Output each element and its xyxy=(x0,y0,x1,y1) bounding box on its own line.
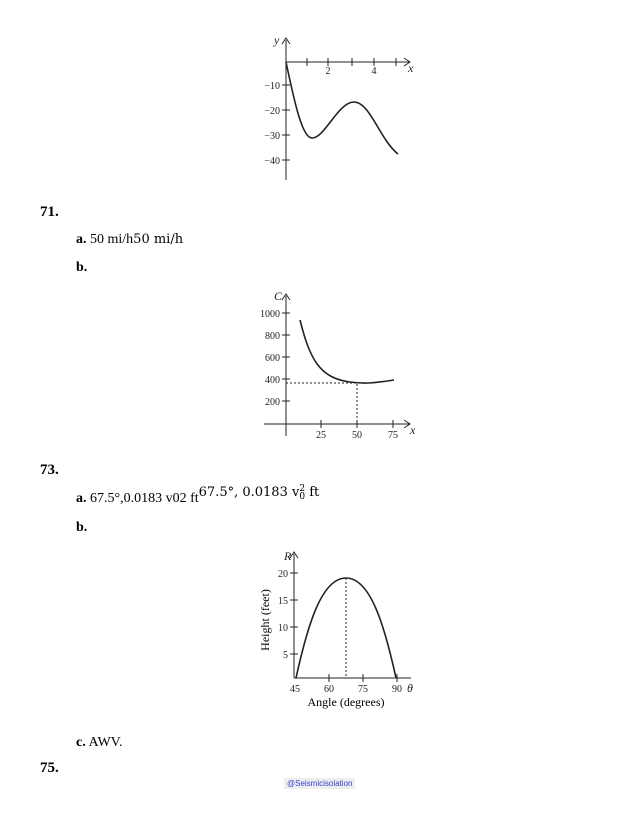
g2-x-var: x xyxy=(409,423,416,437)
g2-y-tick: 1000 xyxy=(260,309,280,320)
answer-text: 67.5°,0.0183 v02 ft xyxy=(90,491,199,507)
g1-y-var: y xyxy=(273,33,280,47)
g3-y-tick: 10 xyxy=(278,623,288,634)
answer-text: AWV. xyxy=(88,735,123,750)
problem-73-part-c: c. AWV. xyxy=(76,735,122,751)
part-letter: a. xyxy=(76,491,87,507)
g3-y-tick: 5 xyxy=(283,650,288,661)
g3-x-var: θ xyxy=(407,681,413,695)
part-letter: b. xyxy=(76,520,88,535)
g2-x-tick: 25 xyxy=(316,430,326,441)
graph-2: C x 1000 800 600 400 200 25 50 75 xyxy=(260,289,416,441)
g1-x-tick: 4 xyxy=(372,66,377,77)
g2-curve xyxy=(299,319,395,384)
g1-y-tick: −40 xyxy=(264,156,280,167)
problem-number-75: 75. xyxy=(40,760,59,776)
g2-y-tick: 200 xyxy=(265,397,280,408)
answer-math: 50 mi/h xyxy=(133,232,184,247)
problem-number-71: 71. xyxy=(40,204,59,220)
graph-1: y x 2 4 −10 −20 −30 −40 xyxy=(264,33,414,180)
g3-x-tick: 45 xyxy=(290,684,300,695)
g3-x-tick: 90 xyxy=(392,684,402,695)
g2-minimum-guides xyxy=(286,382,358,424)
g3-y-tick: 20 xyxy=(278,569,288,580)
problem-71-part-a: a. 50 mi/h50 mi/h xyxy=(76,232,183,248)
answer-text: 50 mi/h xyxy=(90,232,134,247)
g2-y-tick: 600 xyxy=(265,353,280,364)
g3-y-label: Height (feet) xyxy=(258,589,272,651)
part-letter: a. xyxy=(76,232,87,247)
problem-73-part-b: b. xyxy=(76,520,87,536)
g2-x-tick: 75 xyxy=(388,430,398,441)
graph-3: R θ 20 15 10 5 45 60 75 90 Angle (degree… xyxy=(258,549,413,709)
g2-x-tick: 50 xyxy=(352,430,362,441)
g3-y-var: R xyxy=(283,549,292,563)
problem-71-part-b: b. xyxy=(76,260,87,276)
part-letter: c. xyxy=(76,735,86,750)
g3-y-tick: 15 xyxy=(278,596,288,607)
g1-x-var: x xyxy=(407,61,414,75)
part-letter: b. xyxy=(76,260,88,275)
g1-y-tick: −10 xyxy=(264,81,280,92)
watermark: @Seismicisolation xyxy=(284,778,356,789)
g2-y-tick: 800 xyxy=(265,331,280,342)
g3-x-tick: 75 xyxy=(358,684,368,695)
g2-y-var: C xyxy=(274,289,283,303)
g1-y-tick: −30 xyxy=(264,131,280,142)
g1-x-tick: 2 xyxy=(326,66,331,77)
g3-x-label: Angle (degrees) xyxy=(308,695,385,709)
g3-x-tick: 60 xyxy=(324,684,334,695)
problem-number-73: 73. xyxy=(40,462,59,478)
g1-curve xyxy=(285,61,399,155)
g1-y-tick: −20 xyxy=(264,106,280,117)
g2-y-tick: 400 xyxy=(265,375,280,386)
